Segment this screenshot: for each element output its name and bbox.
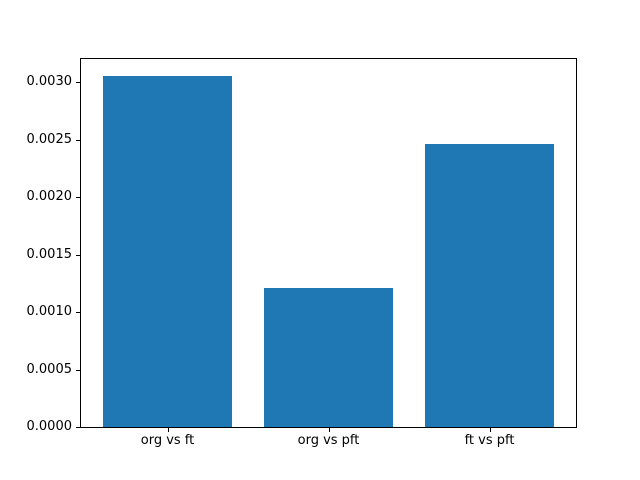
y-tick-mark xyxy=(76,197,80,198)
y-tick-label: 0.0025 xyxy=(26,131,73,147)
x-tick-mark xyxy=(167,428,169,432)
y-tick-mark xyxy=(76,82,80,83)
y-tick-label: 0.0015 xyxy=(26,246,73,262)
y-tick-mark xyxy=(76,427,80,428)
x-tick-label: ft vs pft xyxy=(464,433,515,448)
y-tick-label: 0.0000 xyxy=(26,419,73,434)
bar-ft-vs-pft xyxy=(425,144,554,427)
y-tick-label: 0.0020 xyxy=(26,189,73,204)
x-tick-label: org vs ft xyxy=(140,433,195,448)
x-tick-mark xyxy=(328,428,330,432)
bar-org-vs-pft xyxy=(264,287,393,427)
y-tick-mark xyxy=(76,139,80,141)
x-tick-mark xyxy=(489,428,491,432)
x-tick-label: org vs pft xyxy=(297,433,360,448)
y-tick-mark xyxy=(76,254,80,256)
y-tick-mark xyxy=(76,369,80,371)
bar-org-vs-ft xyxy=(103,76,232,427)
y-tick-label: 0.0010 xyxy=(26,304,73,319)
y-tick-label: 0.0030 xyxy=(26,74,73,89)
y-tick-mark xyxy=(76,312,80,313)
y-tick-label: 0.0005 xyxy=(26,361,73,377)
plot-area xyxy=(80,58,577,428)
